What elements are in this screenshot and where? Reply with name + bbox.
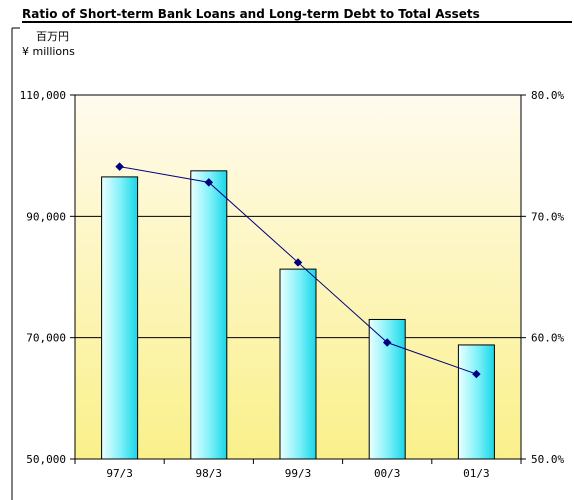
left-axis-label: 70,000 — [26, 332, 66, 345]
right-axis-label: 80.0% — [531, 89, 564, 102]
left-axis-label: 110,000 — [20, 89, 66, 102]
bar[interactable] — [190, 170, 228, 460]
right-axis-label: 70.0% — [531, 210, 564, 223]
x-axis-label: 98/3 — [196, 467, 223, 480]
line-point[interactable] — [293, 258, 303, 267]
line-point[interactable] — [115, 162, 124, 171]
line-series — [115, 162, 481, 379]
unit-label-en: ¥ millions — [22, 45, 75, 58]
chart-title: Ratio of Short-term Bank Loans and Long-… — [22, 8, 572, 23]
axes — [11, 27, 526, 500]
line-point[interactable] — [204, 178, 214, 187]
right-axis-label: 50.0% — [531, 453, 564, 466]
left-axis-label: 50,000 — [26, 453, 66, 466]
x-axis-label: 01/3 — [463, 467, 490, 480]
plot-border — [74, 94, 522, 460]
line-point[interactable] — [382, 338, 392, 347]
x-axis-label: 00/3 — [374, 467, 401, 480]
x-axis-label: 99/3 — [285, 467, 312, 480]
right-axis-label: 60.0% — [531, 332, 564, 345]
bar[interactable] — [457, 344, 495, 460]
bar[interactable] — [279, 268, 317, 460]
left-axis-label: 90,000 — [26, 210, 66, 223]
x-axis-label: 97/3 — [106, 467, 133, 480]
unit-label-jp: 百万円 — [36, 30, 69, 43]
line-point[interactable] — [472, 369, 481, 379]
bar[interactable] — [101, 176, 139, 460]
tick-labels: 50,000 70,000 90,000 110,000 50.0% 60.0% 70.0%… — [20, 89, 565, 480]
